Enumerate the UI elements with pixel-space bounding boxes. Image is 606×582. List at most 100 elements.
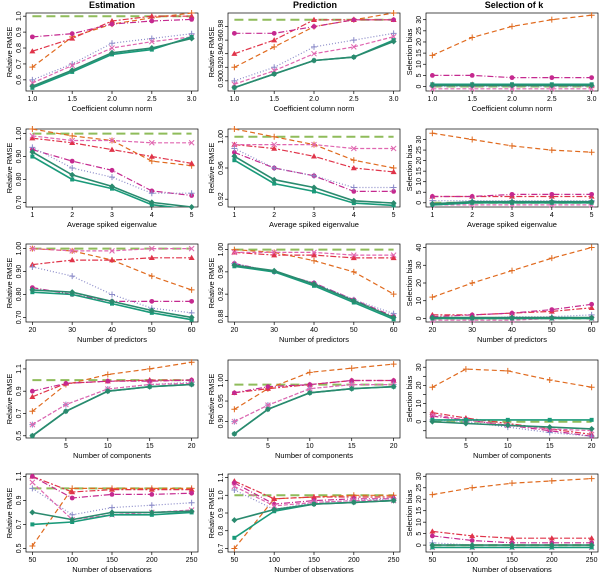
x-tick-label: 20 — [588, 443, 596, 450]
data-point — [588, 82, 595, 89]
data-point — [469, 280, 476, 286]
data-point — [232, 535, 237, 540]
data-point — [109, 298, 115, 305]
data-point — [148, 307, 155, 314]
data-point — [549, 307, 555, 312]
y-tick-label: 5 — [416, 190, 423, 194]
x-tick-label: 5 — [464, 443, 468, 450]
x-tick-label: 20 — [390, 443, 398, 450]
data-point — [63, 381, 69, 386]
y-tick-label: 0.9 — [218, 508, 225, 518]
y-axis-label: Relative RMSE — [207, 258, 216, 309]
data-point — [350, 37, 357, 44]
y-tick-label: 30 — [416, 261, 423, 269]
x-tick-label: 150 — [308, 557, 320, 564]
x-tick-label: 250 — [586, 557, 598, 564]
series-line-purple — [32, 487, 192, 516]
x-tick-label: 1 — [430, 212, 434, 219]
x-axis-label: Average spiked eigenvalue — [467, 220, 557, 229]
data-point — [148, 509, 155, 516]
data-point — [469, 532, 476, 539]
chart-panel: 5 10 15 20 0.5 0.7 0.9 1.1 Number of components R… — [5, 359, 199, 460]
data-point — [109, 291, 115, 298]
data-point — [429, 542, 436, 549]
x-axis-label: Number of observations — [274, 565, 354, 574]
data-point — [547, 417, 552, 422]
data-point — [469, 484, 476, 491]
y-tick-label: 30 — [416, 363, 423, 371]
data-point — [69, 132, 76, 139]
series-line-red — [234, 480, 394, 500]
data-point — [149, 298, 155, 304]
data-point — [63, 401, 69, 408]
x-tick-label: 100 — [466, 557, 478, 564]
data-point — [548, 255, 555, 262]
data-point — [311, 57, 317, 64]
y-tick-label: 0.8 — [218, 526, 225, 536]
data-point — [188, 245, 195, 252]
y-tick-label: 0 — [416, 543, 423, 547]
data-point — [146, 383, 153, 390]
data-point — [429, 82, 436, 89]
data-point — [390, 30, 397, 37]
x-tick-label: 40 — [108, 327, 116, 334]
x-tick-label: 60 — [588, 327, 596, 334]
data-point — [311, 24, 317, 29]
data-point — [148, 153, 155, 159]
y-tick-label: 0.80 — [16, 173, 23, 187]
chart-panel: 50 100 150 200 250 0.5 0.7 0.9 1.1 Number of obse… — [5, 471, 199, 574]
x-axis-label: Number of predictors — [279, 335, 349, 344]
data-point — [109, 257, 115, 263]
y-tick-label: 20 — [416, 157, 423, 165]
x-tick-label: 20 — [28, 327, 36, 334]
data-point — [509, 542, 515, 549]
data-point — [390, 168, 397, 175]
data-point — [30, 154, 35, 159]
data-point — [429, 294, 436, 301]
data-point — [148, 35, 155, 42]
y-tick-label: 0.90 — [16, 150, 23, 164]
y-tick-label: 20 — [416, 38, 423, 46]
series-line-pink — [32, 382, 192, 426]
data-point — [231, 84, 238, 91]
y-tick-label: 0.70 — [16, 310, 23, 324]
data-point — [588, 535, 595, 541]
x-tick-label: 40 — [508, 327, 516, 334]
data-point — [148, 13, 155, 19]
y-tick-label: 0.96 — [218, 33, 225, 47]
data-point — [148, 139, 155, 146]
chart-panel: 50 100 150 200 250 0.7 0.8 0.9 1.0 1.1 Number of o… — [207, 473, 401, 574]
data-point — [588, 475, 595, 482]
data-point — [29, 421, 36, 428]
data-point — [429, 411, 436, 418]
data-point — [429, 533, 435, 539]
data-point — [509, 198, 515, 205]
data-point — [469, 194, 475, 199]
x-tick-label: 1 — [30, 212, 34, 219]
x-tick-label: 1.0 — [428, 96, 438, 103]
data-point — [69, 35, 76, 41]
y-tick-label: 10 — [416, 60, 423, 68]
data-point — [429, 130, 436, 137]
data-point — [509, 310, 515, 316]
y-tick-label: 0 — [416, 201, 423, 205]
data-point — [311, 172, 317, 179]
x-axis-label: Number of predictors — [477, 335, 547, 344]
x-tick-label: 50 — [148, 327, 156, 334]
data-point — [231, 545, 238, 552]
data-point — [509, 142, 515, 149]
y-tick-label: 1.00 — [218, 130, 225, 144]
series-line-orange — [432, 368, 592, 388]
x-tick-label: 3.0 — [187, 96, 197, 103]
data-point — [390, 497, 397, 504]
y-tick-label: 5 — [416, 73, 423, 77]
data-point — [104, 388, 111, 395]
series-line-red — [234, 251, 394, 259]
series-line-orange — [32, 248, 192, 291]
plot-frame — [227, 359, 401, 439]
x-tick-label: 4 — [150, 212, 154, 219]
data-point — [29, 388, 35, 394]
x-tick-label: 1 — [232, 212, 236, 219]
data-point — [265, 384, 271, 390]
x-tick-label: 50 — [28, 557, 36, 564]
